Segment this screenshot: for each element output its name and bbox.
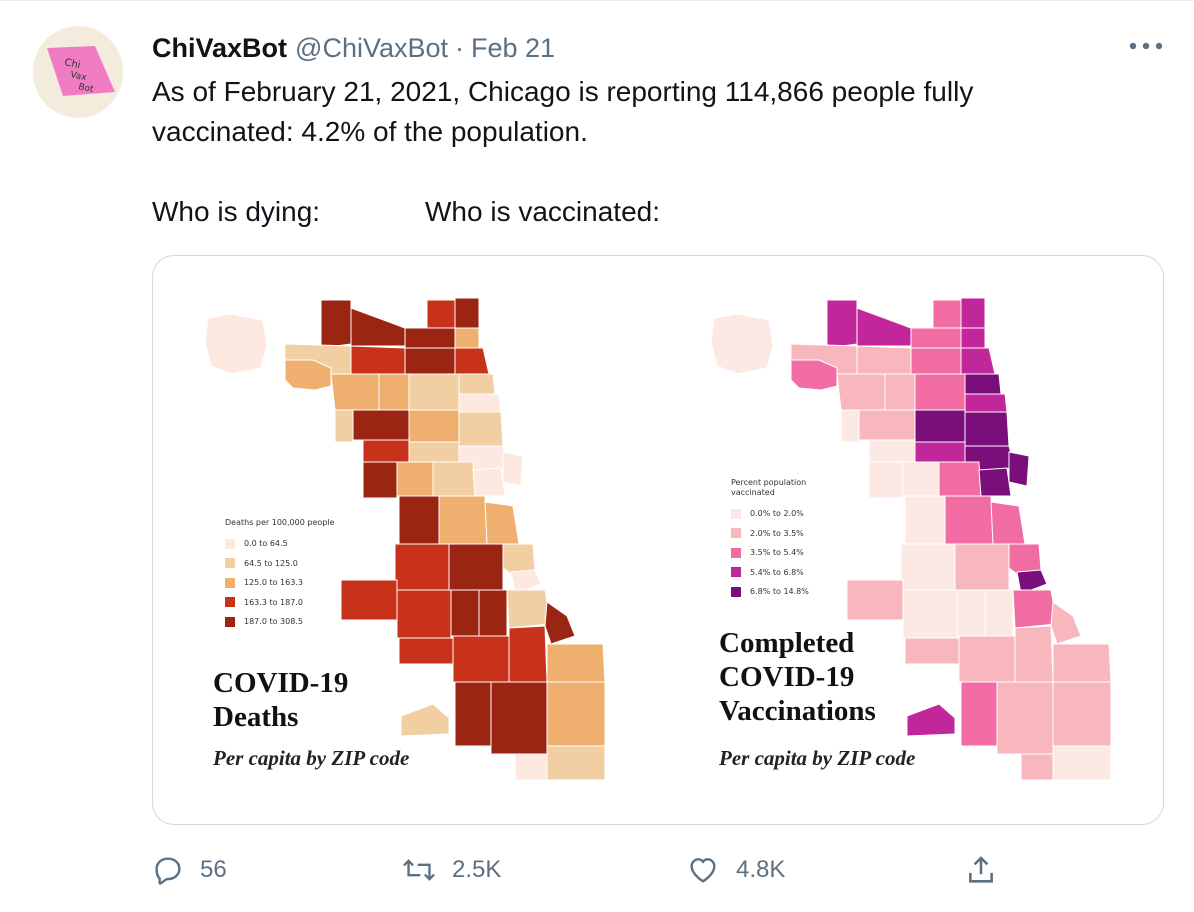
legend-label: 125.0 to 163.3 [244,578,303,588]
vaccination-title-line: COVID-19 [719,661,855,693]
who-is-dying-text: Who is dying: [152,196,321,227]
like-button[interactable]: 4.8K [686,848,785,892]
share-icon [969,856,993,883]
reply-count: 56 [200,856,227,883]
vaccination-legend-item: 2.0% to 3.5% [731,524,809,544]
tweet-text-line-3: Who is dying: Who is vaccinated: [152,192,1112,232]
tweet-text-line-1: As of February 21, 2021, Chicago is repo… [152,76,974,107]
legend-swatch [225,597,235,608]
deaths-legend-item: 163.3 to 187.0 [225,593,334,613]
deaths-legend-item: 187.0 to 308.5 [225,612,334,632]
tweet-text: As of February 21, 2021, Chicago is repo… [152,72,1112,232]
display-name[interactable]: ChiVaxBot [152,32,288,63]
legend-swatch [731,508,741,519]
legend-label: 5.4% to 6.8% [750,567,804,577]
legend-swatch [225,538,235,549]
vaccination-legend-title: Percent population vaccinated [731,478,809,498]
svg-text:Chi: Chi [63,57,81,71]
deaths-legend-item: 125.0 to 163.3 [225,573,334,593]
vaccination-map-shapes [710,297,1112,781]
legend-title-line: vaccinated [731,488,775,497]
legend-title-line: Percent population [731,478,807,487]
deaths-map-title: COVID-19 Deaths [213,666,348,734]
tweet-action-bar: 56 2.5K 4.8K [152,848,1152,892]
vaccination-title-line: Vaccinations [719,695,876,727]
legend-swatch [731,586,741,597]
reply-icon [155,857,181,885]
top-divider [0,0,1194,1]
svg-text:Vax: Vax [69,70,88,83]
deaths-map-subtitle: Per capita by ZIP code [213,746,410,770]
tweet-date[interactable]: Feb 21 [471,32,556,63]
deaths-title-line: Deaths [213,701,299,733]
more-options-button[interactable] [1126,34,1166,58]
legend-label: 0.0 to 64.5 [244,539,288,549]
legend-swatch [731,528,741,539]
heart-icon [690,858,716,883]
legend-label: 0.0% to 2.0% [750,509,804,519]
user-handle[interactable]: @ChiVaxBot [295,32,449,63]
tweet-header: ChiVaxBot @ChiVaxBot · Feb 21 [152,30,555,66]
avatar[interactable]: Chi Vax Bot [33,26,123,118]
vaccination-legend: Percent population vaccinated 0.0% to 2.… [731,478,809,602]
deaths-legend-item: 64.5 to 125.0 [225,554,334,574]
legend-label: 3.5% to 5.4% [750,548,804,558]
svg-text:Bot: Bot [77,82,94,95]
more-dots-icon [1129,42,1163,50]
legend-swatch [225,616,235,627]
legend-label: 187.0 to 308.5 [244,617,303,627]
chicago-zip-maps [204,297,1112,781]
vaccination-map-subtitle: Per capita by ZIP code [719,746,916,770]
retweet-button[interactable]: 2.5K [402,848,501,892]
legend-label: 2.0% to 3.5% [750,528,804,538]
legend-label: 6.8% to 14.8% [750,587,809,597]
tweet-media-image[interactable]: Deaths per 100,000 people 0.0 to 64.5 64… [152,255,1164,825]
legend-swatch [225,577,235,588]
reply-button[interactable]: 56 [152,848,227,892]
retweet-icon [403,859,435,881]
tweet-text-line-2: vaccinated: 4.2% of the population. [152,116,588,147]
vaccination-legend-item: 6.8% to 14.8% [731,582,809,602]
legend-swatch [225,558,235,569]
header-separator: · [455,32,465,63]
legend-label: 64.5 to 125.0 [244,558,298,568]
vaccination-legend-item: 5.4% to 6.8% [731,563,809,583]
deaths-legend-item: 0.0 to 64.5 [225,534,334,554]
vaccination-map-title: Completed COVID-19 Vaccinations [719,626,876,728]
deaths-map-shapes [204,297,606,781]
deaths-legend: Deaths per 100,000 people 0.0 to 64.5 64… [225,518,334,632]
deaths-legend-title: Deaths per 100,000 people [225,518,335,527]
like-count: 4.8K [736,856,786,883]
avatar-logo: Chi Vax Bot [47,46,115,96]
deaths-title-line: COVID-19 [213,667,349,699]
who-is-vaccinated-text: Who is vaccinated: [425,196,660,227]
legend-label: 163.3 to 187.0 [244,597,303,607]
share-button[interactable] [964,848,1014,892]
vaccination-title-line: Completed [719,627,855,659]
legend-swatch [731,567,741,578]
legend-swatch [731,547,741,558]
vaccination-legend-item: 3.5% to 5.4% [731,543,809,563]
vaccination-legend-item: 0.0% to 2.0% [731,504,809,524]
retweet-count: 2.5K [452,856,502,883]
